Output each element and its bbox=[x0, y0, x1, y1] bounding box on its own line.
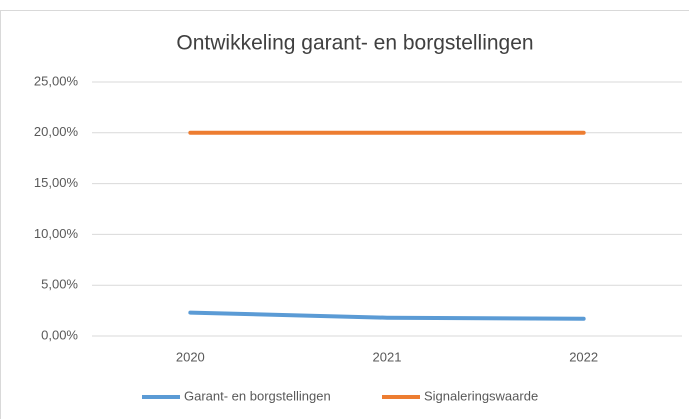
x-tick-label: 2022 bbox=[569, 349, 598, 364]
y-tick-label: 15,00% bbox=[34, 175, 79, 190]
x-tick-label: 2021 bbox=[373, 349, 402, 364]
chart-border bbox=[0, 10, 689, 419]
series-line bbox=[188, 310, 586, 321]
y-tick-label: 0,00% bbox=[41, 327, 78, 342]
y-tick-label: 25,00% bbox=[34, 73, 79, 88]
y-tick-label: 20,00% bbox=[34, 124, 79, 139]
chart-title: Ontwikkeling garant- en borgstellingen bbox=[176, 32, 533, 55]
legend-label: Signaleringswaarde bbox=[424, 388, 538, 403]
x-tick-label: 2020 bbox=[176, 349, 205, 364]
y-tick-label: 5,00% bbox=[41, 277, 78, 292]
legend-label: Garant- en borgstellingen bbox=[184, 388, 331, 403]
y-tick-label: 10,00% bbox=[34, 226, 79, 241]
